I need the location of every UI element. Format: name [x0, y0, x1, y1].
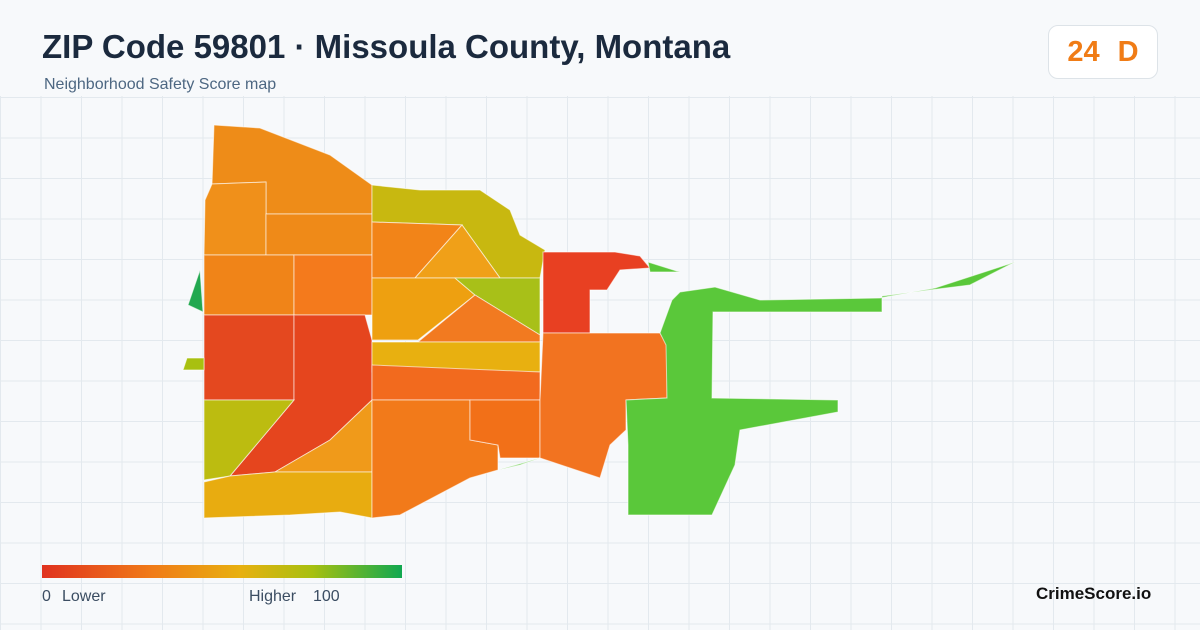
score: 24 [1067, 35, 1100, 68]
title: ZIP Code 59801 · Missoula County, Montan… [42, 28, 731, 65]
legend-bar [42, 565, 402, 578]
legend-max-label: Higher [249, 588, 297, 605]
legend-min-label: Lower [62, 588, 106, 605]
subtitle: Neighborhood Safety Score map [44, 76, 277, 93]
neighborhoods [182, 124, 1016, 519]
brand: CrimeScore.io [1036, 584, 1152, 603]
legend-max: 100 [313, 588, 340, 605]
grade: D [1117, 35, 1139, 68]
score-badge: 24 D [1048, 25, 1158, 79]
legend-min: 0 [42, 588, 51, 605]
header: ZIP Code 59801 · Missoula County, Montan… [0, 0, 1200, 96]
